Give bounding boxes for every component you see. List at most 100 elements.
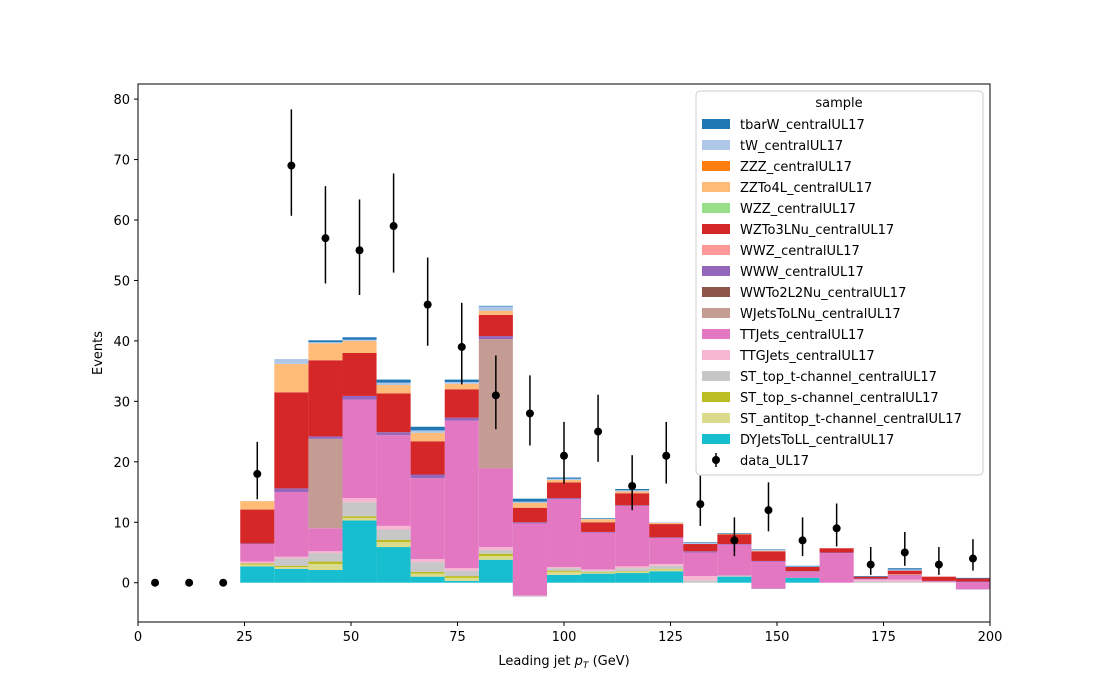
bar-segment-3-16 [683,580,718,583]
bar-segment-10-23 [921,576,956,581]
bar-segment-8-10 [478,336,513,340]
y-tick-label-1: 10 [113,516,130,531]
bar-segment-2-5 [308,561,343,564]
bar-segment-10-6 [342,353,377,396]
bar-segment-8-22 [887,575,922,577]
bar-segment-15-24 [955,577,990,579]
bar-segment-12-7 [376,385,411,394]
data-point-23 [934,560,943,569]
data-point-5 [321,234,330,243]
bar-segment-8-7 [376,432,411,436]
legend-swatch-4 [702,203,730,213]
bar-segment-10-15 [649,524,684,538]
bar-segment-15-11 [512,498,547,502]
data-point-2 [219,578,228,587]
bar-segment-15-22 [887,568,922,570]
bar-segment-15-8 [410,426,445,431]
x-tick-label-3: 75 [449,630,466,645]
bar-segment-15-7 [376,379,411,383]
bar-segment-14-10 [478,306,513,311]
legend-label-5: WZTo3LNu_centralUL17 [740,223,894,238]
bar-segment-4-5 [308,551,343,554]
bar-segment-3-10 [478,550,513,554]
bar-segment-8-3 [240,543,275,545]
x-tick-label-6: 150 [765,630,790,645]
legend-label-1: tW_centralUL17 [740,139,843,154]
bar-segment-0-8 [410,576,445,583]
bar-segment-15-10 [478,305,513,307]
legend-swatch-1 [702,140,730,150]
bar-segment-3-6 [342,502,377,517]
bar-segment-12-4 [274,363,309,393]
data-point-20 [832,524,841,533]
bar-segment-10-11 [512,507,547,523]
bar-segment-10-16 [683,544,718,552]
bar-segment-0-12 [546,574,582,583]
bar-segment-12-13 [581,519,616,523]
legend: sample tbarW_centralUL17 tW_centralUL17 ZZ… [695,90,984,476]
bar-segment-10-9 [444,389,479,418]
x-tick-label-0: 0 [134,630,142,645]
bar-segment-15-5 [308,340,343,343]
x-tick-label-7: 175 [871,630,896,645]
legend-swatch-10 [702,329,730,339]
bar-segment-5-11 [512,523,547,596]
bar-segment-15-19 [785,565,820,567]
legend-swatch-0 [702,119,730,129]
bar-segment-3-12 [546,568,582,571]
bar-segment-12-5 [308,343,343,361]
data-point-21 [866,560,875,569]
legend-swatch-14 [702,413,730,423]
bar-segment-10-5 [308,360,343,437]
bar-segment-4-4 [274,556,309,559]
bar-segment-2-7 [376,539,411,543]
bar-segment-14-7 [376,382,411,386]
data-point-12 [560,451,568,460]
bar-segment-5-24 [955,582,990,590]
bar-segment-5-15 [649,537,684,564]
bar-segment-8-8 [410,474,445,479]
data-point-17 [730,536,739,545]
bar-segment-10-18 [751,551,786,561]
bar-segment-5-22 [887,576,922,580]
bar-segment-0-9 [444,580,479,583]
legend-label-15: DYJetsToLL_centralUL17 [740,433,894,448]
bar-segment-1-9 [444,577,479,581]
bar-segment-4-7 [376,525,411,530]
bar-segment-3-15 [649,565,684,569]
bar-segment-2-6 [342,516,377,519]
data-point-9 [457,342,466,351]
bar-segment-8-11 [512,522,547,524]
legend-label-10: TTJets_centralUL17 [739,328,865,343]
legend-swatch-11 [702,350,730,360]
bar-segment-1-14 [615,571,650,574]
bar-segment-8-18 [751,560,786,562]
x-axis-title: Leading jet pT (GeV) [498,654,629,671]
y-tick-label-6: 60 [113,214,130,229]
bar-segment-5-21 [853,579,888,580]
bar-segment-4-3 [240,561,275,564]
bar-segment-14-16 [683,542,718,545]
bar-segment-5-10 [478,468,513,548]
bar-segment-4-6 [342,498,377,503]
bar-segment-8-9 [444,417,479,421]
bar-segment-10-13 [581,522,616,532]
bar-segment-8-12 [546,498,582,500]
bar-segment-1-15 [649,569,684,572]
y-tick-label-8: 80 [113,93,130,108]
legend-label-4: WZZ_centralUL17 [740,202,856,217]
bar-segment-10-4 [274,392,309,489]
data-point-18 [764,506,773,515]
bar-segment-5-8 [410,478,445,560]
data-point-16 [696,500,705,509]
bar-segment-4-22 [887,579,922,582]
legend-label-13: ST_top_s-channel_centralUL17 [740,391,939,406]
bar-segment-2-13 [581,571,616,573]
bar-segment-8-21 [853,578,888,580]
bar-segment-4-8 [410,559,445,563]
bar-segment-3-14 [615,568,650,572]
data-point-15 [662,451,671,460]
bar-segment-12-10 [478,310,513,315]
bar-segment-2-12 [546,570,582,572]
